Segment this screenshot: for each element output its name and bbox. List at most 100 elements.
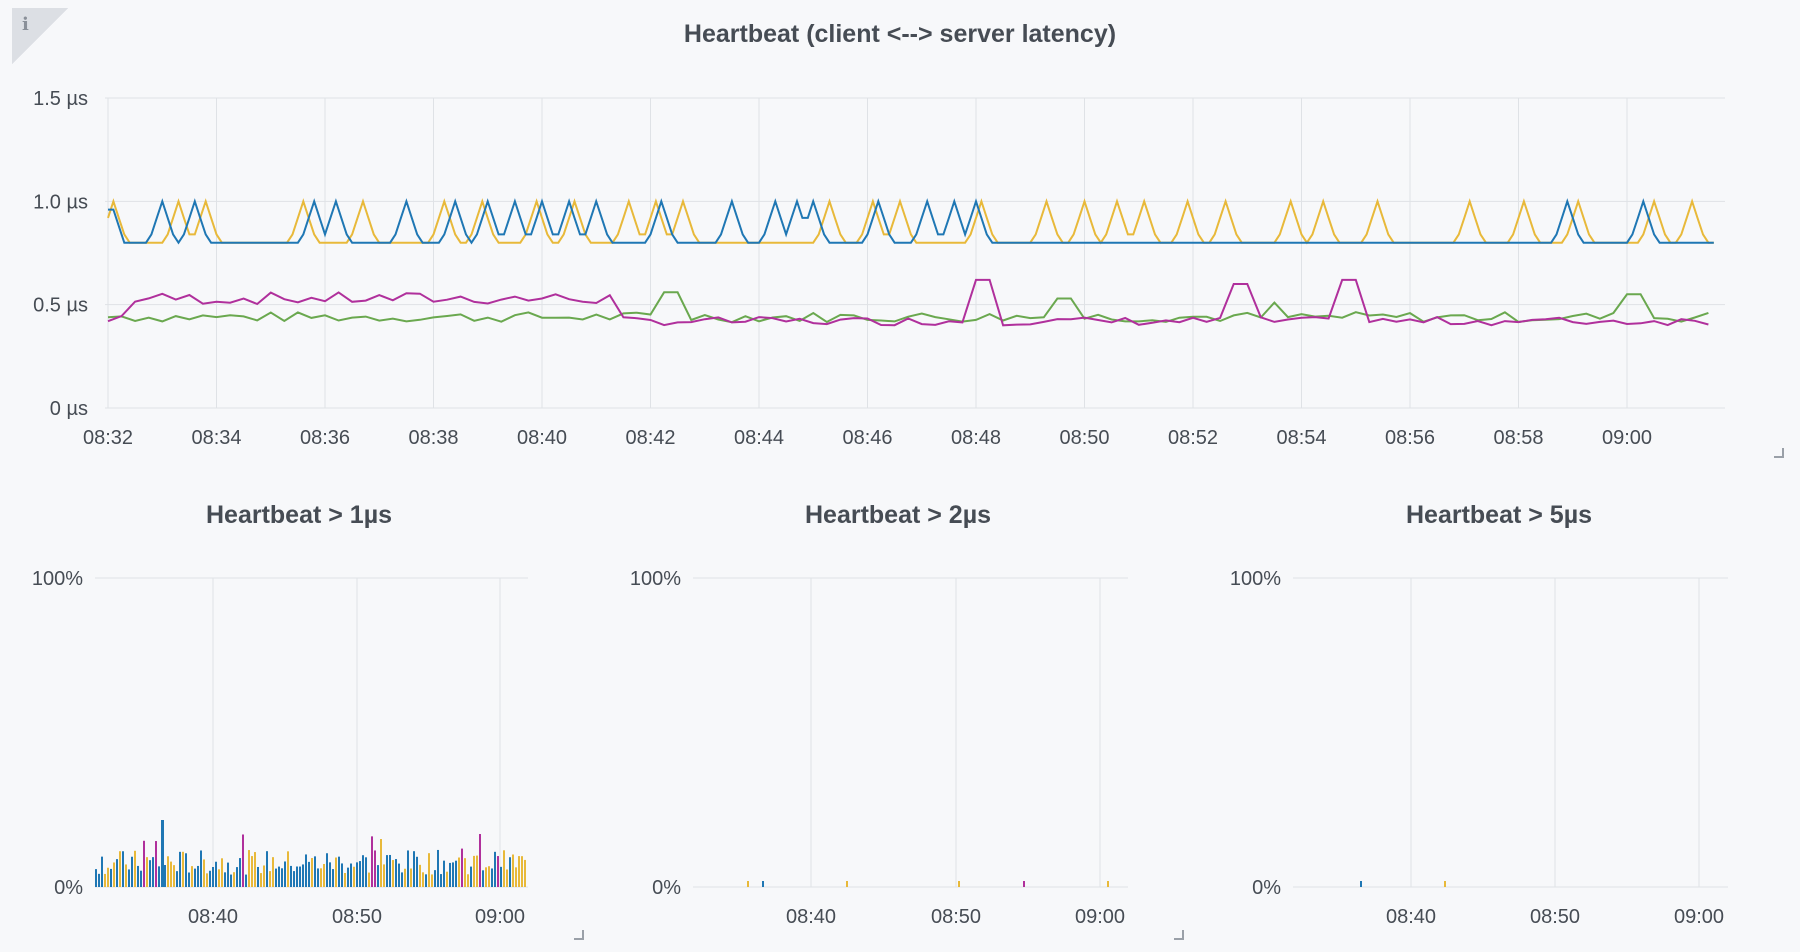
x-tick-label: 08:56 (1385, 427, 1435, 449)
bar (431, 874, 433, 887)
bar (320, 868, 322, 887)
bar (762, 881, 764, 887)
bar (401, 872, 403, 887)
bar (410, 868, 412, 887)
bar (332, 869, 334, 887)
bar (482, 870, 484, 887)
bar (134, 850, 136, 887)
x-tick-label: 09:00 (1674, 906, 1724, 928)
bar (272, 857, 274, 887)
bar (347, 867, 349, 887)
x-tick-label: 08:42 (625, 427, 675, 449)
bar (311, 858, 313, 887)
x-tick-label: 08:58 (1493, 427, 1543, 449)
y-tick-label: 100% (1230, 568, 1281, 590)
bar (449, 862, 451, 887)
bar (395, 859, 397, 887)
bar (326, 853, 328, 887)
bar (485, 867, 487, 887)
bar (152, 857, 154, 887)
bar (116, 859, 118, 887)
bar (287, 851, 289, 887)
x-tick-label: 08:32 (83, 427, 133, 449)
x-tick-label: 08:50 (1530, 906, 1580, 928)
bar (212, 867, 214, 887)
bar (374, 850, 376, 887)
bar (257, 866, 259, 887)
info-icon[interactable]: i (12, 8, 68, 64)
x-tick-label: 08:36 (300, 427, 350, 449)
x-tick-label: 08:40 (517, 427, 567, 449)
bar (236, 867, 238, 887)
bar (1107, 881, 1109, 887)
resize-handle[interactable] (574, 930, 584, 940)
bar (128, 869, 130, 887)
bar (491, 868, 493, 887)
heartbeat-gt-1us-bar-chart: 0% 100% 08:40 08:50 09:00 (32, 568, 528, 928)
panel-title: Heartbeat > 5µs (1405, 501, 1593, 529)
bar (266, 851, 268, 887)
bar (470, 866, 472, 887)
bar (512, 854, 514, 887)
bar (467, 874, 469, 887)
bar (227, 862, 229, 887)
bar (1023, 881, 1025, 887)
x-tick-label: 09:00 (475, 906, 525, 928)
x-tick-label: 09:00 (1075, 906, 1125, 928)
bar (251, 856, 253, 887)
bar (452, 862, 454, 887)
bar (170, 861, 172, 887)
bar (356, 862, 358, 887)
x-tick-label: 08:52 (1168, 427, 1218, 449)
series-line-green (107, 291, 1709, 324)
bar (392, 860, 394, 887)
bar (476, 855, 478, 887)
bar (125, 864, 127, 887)
bar (176, 871, 178, 887)
heartbeat-gt-1us-panel: Heartbeat > 1µs 0% 100% 08:40 08:50 09:00 (0, 475, 598, 950)
heartbeat-gt-2us-bar-chart: 0% 100% 08:40 08:50 09:00 (630, 568, 1128, 928)
bar (233, 872, 235, 887)
y-tick-label: 100% (32, 568, 83, 590)
bar (362, 855, 364, 887)
x-tick-label: 08:40 (786, 906, 836, 928)
bar (305, 854, 307, 887)
x-tick-label: 08:34 (191, 427, 241, 449)
bar (281, 868, 283, 887)
bar (221, 858, 223, 887)
bar (455, 860, 457, 887)
bar (302, 864, 304, 887)
bar (143, 840, 145, 887)
bar (413, 851, 415, 887)
panel-title: Heartbeat (client <--> server latency) (683, 20, 1117, 48)
bar (194, 868, 196, 887)
bar (404, 868, 406, 887)
bar (437, 849, 439, 887)
x-tick-label: 08:46 (842, 427, 892, 449)
bar (161, 820, 164, 887)
bar (846, 881, 848, 887)
bar (335, 857, 337, 887)
bar (149, 860, 151, 887)
bar (416, 856, 418, 887)
bar (747, 881, 749, 887)
bar (958, 881, 960, 887)
bar (137, 865, 139, 887)
bar (245, 874, 247, 887)
bar (461, 848, 463, 887)
bar (368, 872, 370, 887)
resize-handle[interactable] (1174, 930, 1184, 940)
bar (101, 856, 103, 887)
bar (509, 857, 511, 887)
bar (377, 865, 379, 887)
resize-handle[interactable] (1774, 448, 1784, 458)
bar (308, 861, 310, 887)
y-tick-label: 0% (54, 877, 83, 899)
bar (158, 866, 160, 887)
bar (275, 868, 277, 887)
bar (209, 870, 211, 887)
bar (515, 867, 517, 887)
bar (422, 872, 424, 887)
bar (389, 854, 391, 887)
y-tick-label: 0.5 µs (33, 295, 88, 317)
